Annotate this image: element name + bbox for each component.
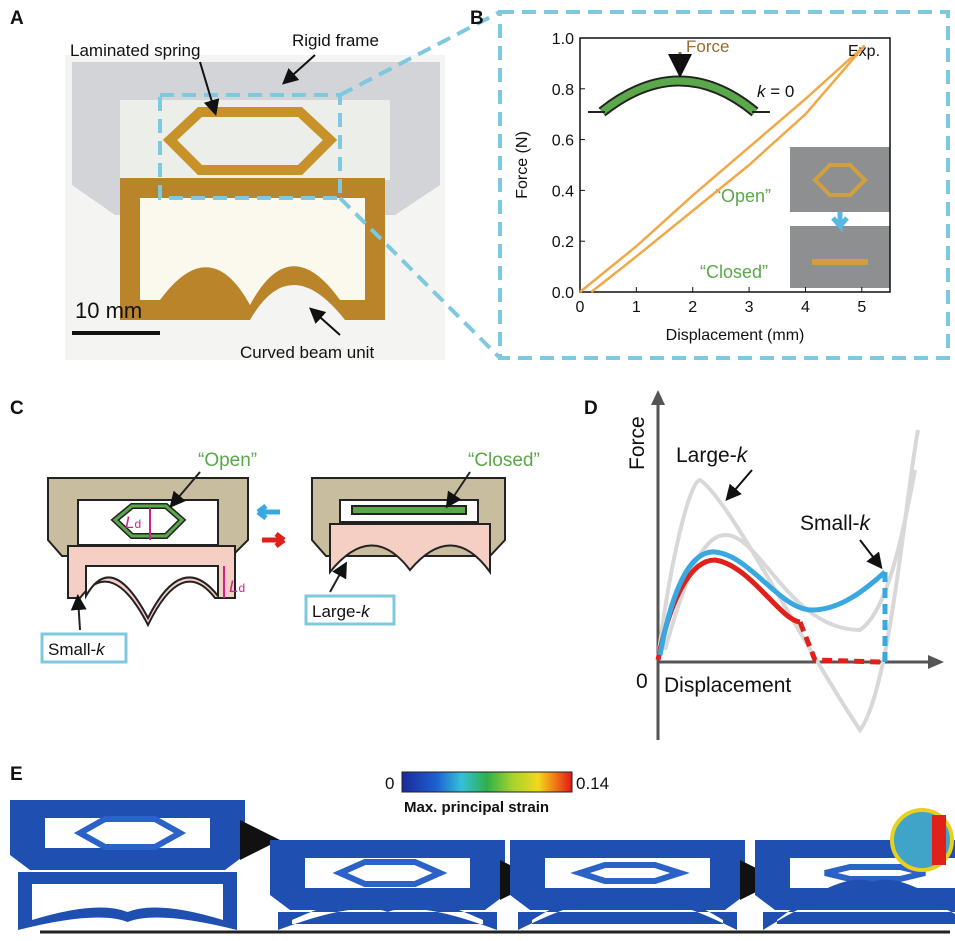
fem-beam (18, 872, 237, 930)
spring (352, 506, 466, 514)
open-label: “Open” (715, 186, 771, 206)
panel-a: A Laminated spring Rigid frame Curved be… (10, 8, 500, 362)
arrow (728, 470, 752, 498)
scale-bar-label: 10 mm (75, 298, 142, 323)
ld-label: Ld (229, 577, 245, 596)
arrow (860, 540, 880, 566)
fem-spring (340, 862, 440, 884)
y-label: Force (N) (514, 131, 531, 199)
k-symbol: k (860, 512, 872, 535)
k-label: k = 0 (757, 82, 794, 101)
k-symbol: k (737, 444, 749, 467)
panel-label: E (10, 764, 23, 785)
panel-label: D (584, 398, 598, 419)
x-tick-label: 2 (688, 299, 697, 316)
beam-window (86, 566, 218, 618)
x-tick-label: 4 (801, 299, 810, 316)
large-k-label: Large-k (312, 602, 371, 621)
force-label: Force (686, 37, 729, 56)
prefix: Large- (676, 444, 737, 467)
x-label: Displacement (664, 674, 791, 697)
k-symbol: k (96, 640, 106, 659)
x-tick-label: 1 (632, 299, 641, 316)
transition-arrow (833, 212, 847, 226)
annotation: Rigid frame (292, 31, 379, 50)
colorbar-label: Max. principal strain (404, 799, 549, 816)
fem-frames (10, 800, 955, 930)
figure: A Laminated spring Rigid frame Curved be… (0, 0, 955, 941)
ld-symbol: L (229, 577, 238, 596)
page: {"panels": { "a": {"label": "A", "annota… (0, 0, 955, 941)
fem-spring (580, 865, 680, 881)
axis-head (928, 655, 944, 669)
k-value: = 0 (766, 82, 795, 101)
prefix: Small- (48, 640, 96, 659)
x-tick-label: 5 (857, 299, 866, 316)
loading-curve (658, 560, 800, 660)
ld-sub: d (134, 517, 141, 531)
origin-label: 0 (636, 670, 648, 693)
axis-head (651, 390, 665, 405)
arrow (78, 598, 80, 630)
y-tick-label: 0.0 (552, 285, 574, 302)
x-tick-label: 3 (745, 299, 754, 316)
prefix: Small- (800, 512, 860, 535)
y-tick-label: 1.0 (552, 31, 574, 48)
y-tick-label: 0.4 (552, 183, 574, 200)
ld-sub: d (238, 581, 245, 595)
closed-label: “Closed” (700, 262, 768, 282)
prefix: Large- (312, 602, 361, 621)
small-k-label: Small-k (800, 512, 872, 535)
k-symbol: k (361, 602, 371, 621)
panel-d: D Force Displacement 0 Large-k Small-k (584, 390, 944, 740)
curve (665, 470, 915, 650)
colorbar-min: 0 (385, 774, 394, 793)
closed-label: “Closed” (468, 450, 540, 471)
large-k-label: Large-k (676, 444, 749, 467)
photo-inset (790, 147, 890, 212)
fem-spring (80, 819, 180, 847)
y-tick-label: 0.6 (552, 133, 574, 150)
y-tick-label: 0.2 (552, 234, 574, 251)
ld-symbol: L (125, 513, 134, 532)
panel-label: A (10, 8, 24, 29)
colorbar-max: 0.14 (576, 774, 609, 793)
fem-frame (10, 800, 245, 870)
annotation: Laminated spring (70, 41, 200, 60)
photo-inset (790, 226, 890, 288)
small-k-label: Small-k (48, 640, 106, 659)
strain-hotspot (932, 815, 946, 865)
forward-arrow (262, 534, 284, 546)
panel-label: C (10, 398, 24, 419)
panel-c: C Ld Ld “Open” Small-k “Closed” Large-k (10, 398, 540, 662)
reverse-arrow (258, 506, 280, 518)
panel-label: B (470, 8, 484, 29)
panel-e: E 0 0.14 Max. principal strain (10, 764, 955, 932)
annotation: Curved beam unit (240, 343, 374, 362)
body: A Laminated spring Rigid frame Curved be… (0, 0, 955, 941)
beam-unit (330, 524, 490, 572)
panel-b: B Force k = 0 “Open” “Closed” 0 1 2 3 4 5 0.0 0… (470, 8, 948, 358)
x-tick-label: 0 (576, 299, 585, 316)
y-label: Force (626, 416, 649, 470)
fem-frame (270, 840, 505, 910)
colorbar (402, 772, 572, 792)
x-label: Displacement (mm) (666, 327, 805, 344)
y-tick-label: 0.8 (552, 82, 574, 99)
open-label: “Open” (198, 450, 257, 471)
